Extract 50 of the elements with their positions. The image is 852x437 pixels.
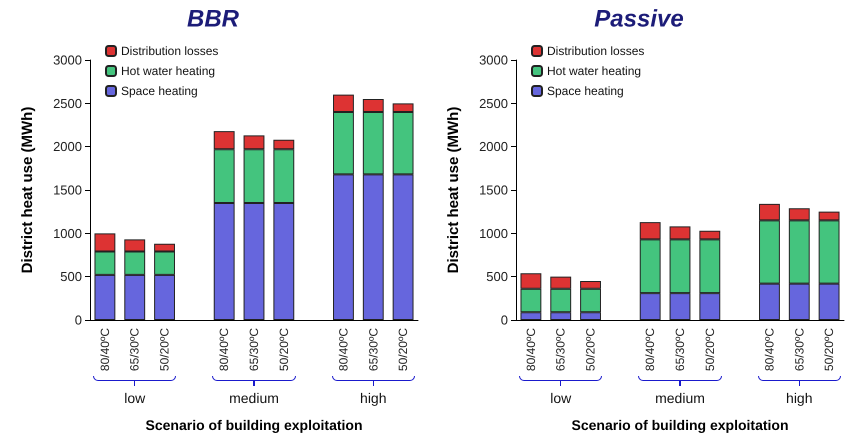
legend-label: Distribution losses — [121, 44, 218, 58]
y-tick-label: 2500 — [479, 96, 508, 111]
legend-label: Hot water heating — [121, 64, 216, 78]
y-tick-label: 1500 — [479, 182, 508, 198]
y-tick-label: 500 — [60, 269, 82, 284]
x-tick-label: 65/30ºC — [366, 328, 380, 372]
y-tick-label: 2500 — [53, 96, 82, 111]
y-tick-label: 2000 — [53, 139, 82, 154]
legend-label: Space heating — [547, 84, 624, 98]
x-tick-label: 65/30ºC — [673, 328, 687, 372]
chart-title: Passive — [594, 6, 684, 32]
legend-label: Space heating — [121, 84, 198, 98]
legend-label: Distribution losses — [547, 44, 644, 58]
text: low — [123, 390, 146, 406]
x-tick-label: 80/40ºC — [643, 328, 658, 372]
x-tick-label: 80/40ºC — [217, 328, 232, 372]
y-tick-label: 1500 — [53, 182, 82, 198]
x-tick-label: 65/30ºC — [247, 328, 261, 372]
x-tick-label: 80/40ºC — [336, 328, 350, 372]
x-tick-label: 50/20ºC — [822, 328, 836, 372]
y-tick-label: 3000 — [479, 52, 508, 68]
chart-title: BBR — [187, 6, 240, 32]
y-tick-label: 2000 — [479, 139, 508, 154]
x-tick-label: 50/20ºC — [158, 328, 172, 372]
x-tick-label: 65/30ºC — [792, 328, 806, 372]
y-axis-title: District heat use (MWh) — [445, 106, 462, 274]
x-tick-label: 80/40ºC — [98, 328, 112, 372]
x-tick-label: 50/20ºC — [702, 328, 717, 372]
y-tick-label: 500 — [486, 269, 508, 284]
x-tick-label: 65/30ºC — [128, 328, 142, 372]
x-axis-title: Scenario of building exploitation — [571, 417, 789, 433]
text: high — [359, 390, 388, 406]
y-tick-label: 3000 — [53, 52, 82, 68]
y-tick-label: 1000 — [479, 226, 508, 241]
y-tick-label: 0 — [500, 312, 508, 328]
x-tick-label: 65/30ºC — [554, 328, 568, 372]
text: high — [785, 390, 814, 406]
x-tick-label: 50/20ºC — [584, 328, 598, 372]
x-tick-label: 50/20ºC — [276, 328, 291, 372]
x-tick-label: 50/20ºC — [396, 328, 410, 372]
y-tick-label: 0 — [74, 312, 82, 328]
y-axis-title: District heat use (MWh) — [19, 106, 36, 274]
legend-label: Hot water heating — [547, 64, 642, 78]
text: low — [549, 390, 572, 406]
x-axis-title: Scenario of building exploitation — [145, 417, 363, 433]
text: medium — [654, 390, 706, 406]
y-tick-label: 1000 — [53, 226, 82, 241]
x-tick-label: 80/40ºC — [762, 328, 776, 372]
text: medium — [228, 390, 280, 406]
x-tick-label: 80/40ºC — [524, 328, 538, 372]
